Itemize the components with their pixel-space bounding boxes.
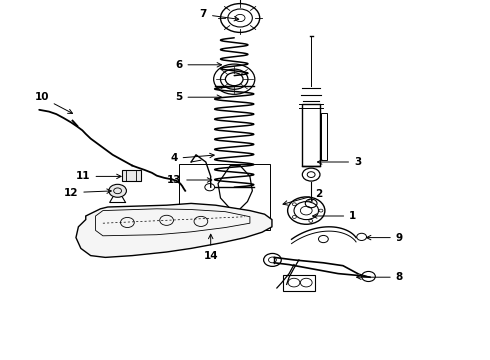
Text: 9: 9 [367, 233, 403, 243]
Text: 2: 2 [283, 189, 322, 205]
Text: 12: 12 [64, 188, 111, 198]
Circle shape [109, 184, 126, 197]
Text: 1: 1 [313, 211, 356, 221]
Text: 8: 8 [357, 272, 403, 282]
Text: 14: 14 [203, 234, 218, 261]
Text: 13: 13 [167, 175, 212, 185]
Polygon shape [76, 203, 272, 257]
Text: 5: 5 [175, 92, 221, 102]
Text: 6: 6 [175, 60, 221, 70]
Text: 7: 7 [199, 9, 239, 21]
Text: 11: 11 [76, 171, 121, 181]
Text: 10: 10 [34, 92, 73, 113]
Text: 3: 3 [318, 157, 361, 167]
FancyBboxPatch shape [122, 170, 141, 181]
Text: 4: 4 [170, 153, 214, 163]
